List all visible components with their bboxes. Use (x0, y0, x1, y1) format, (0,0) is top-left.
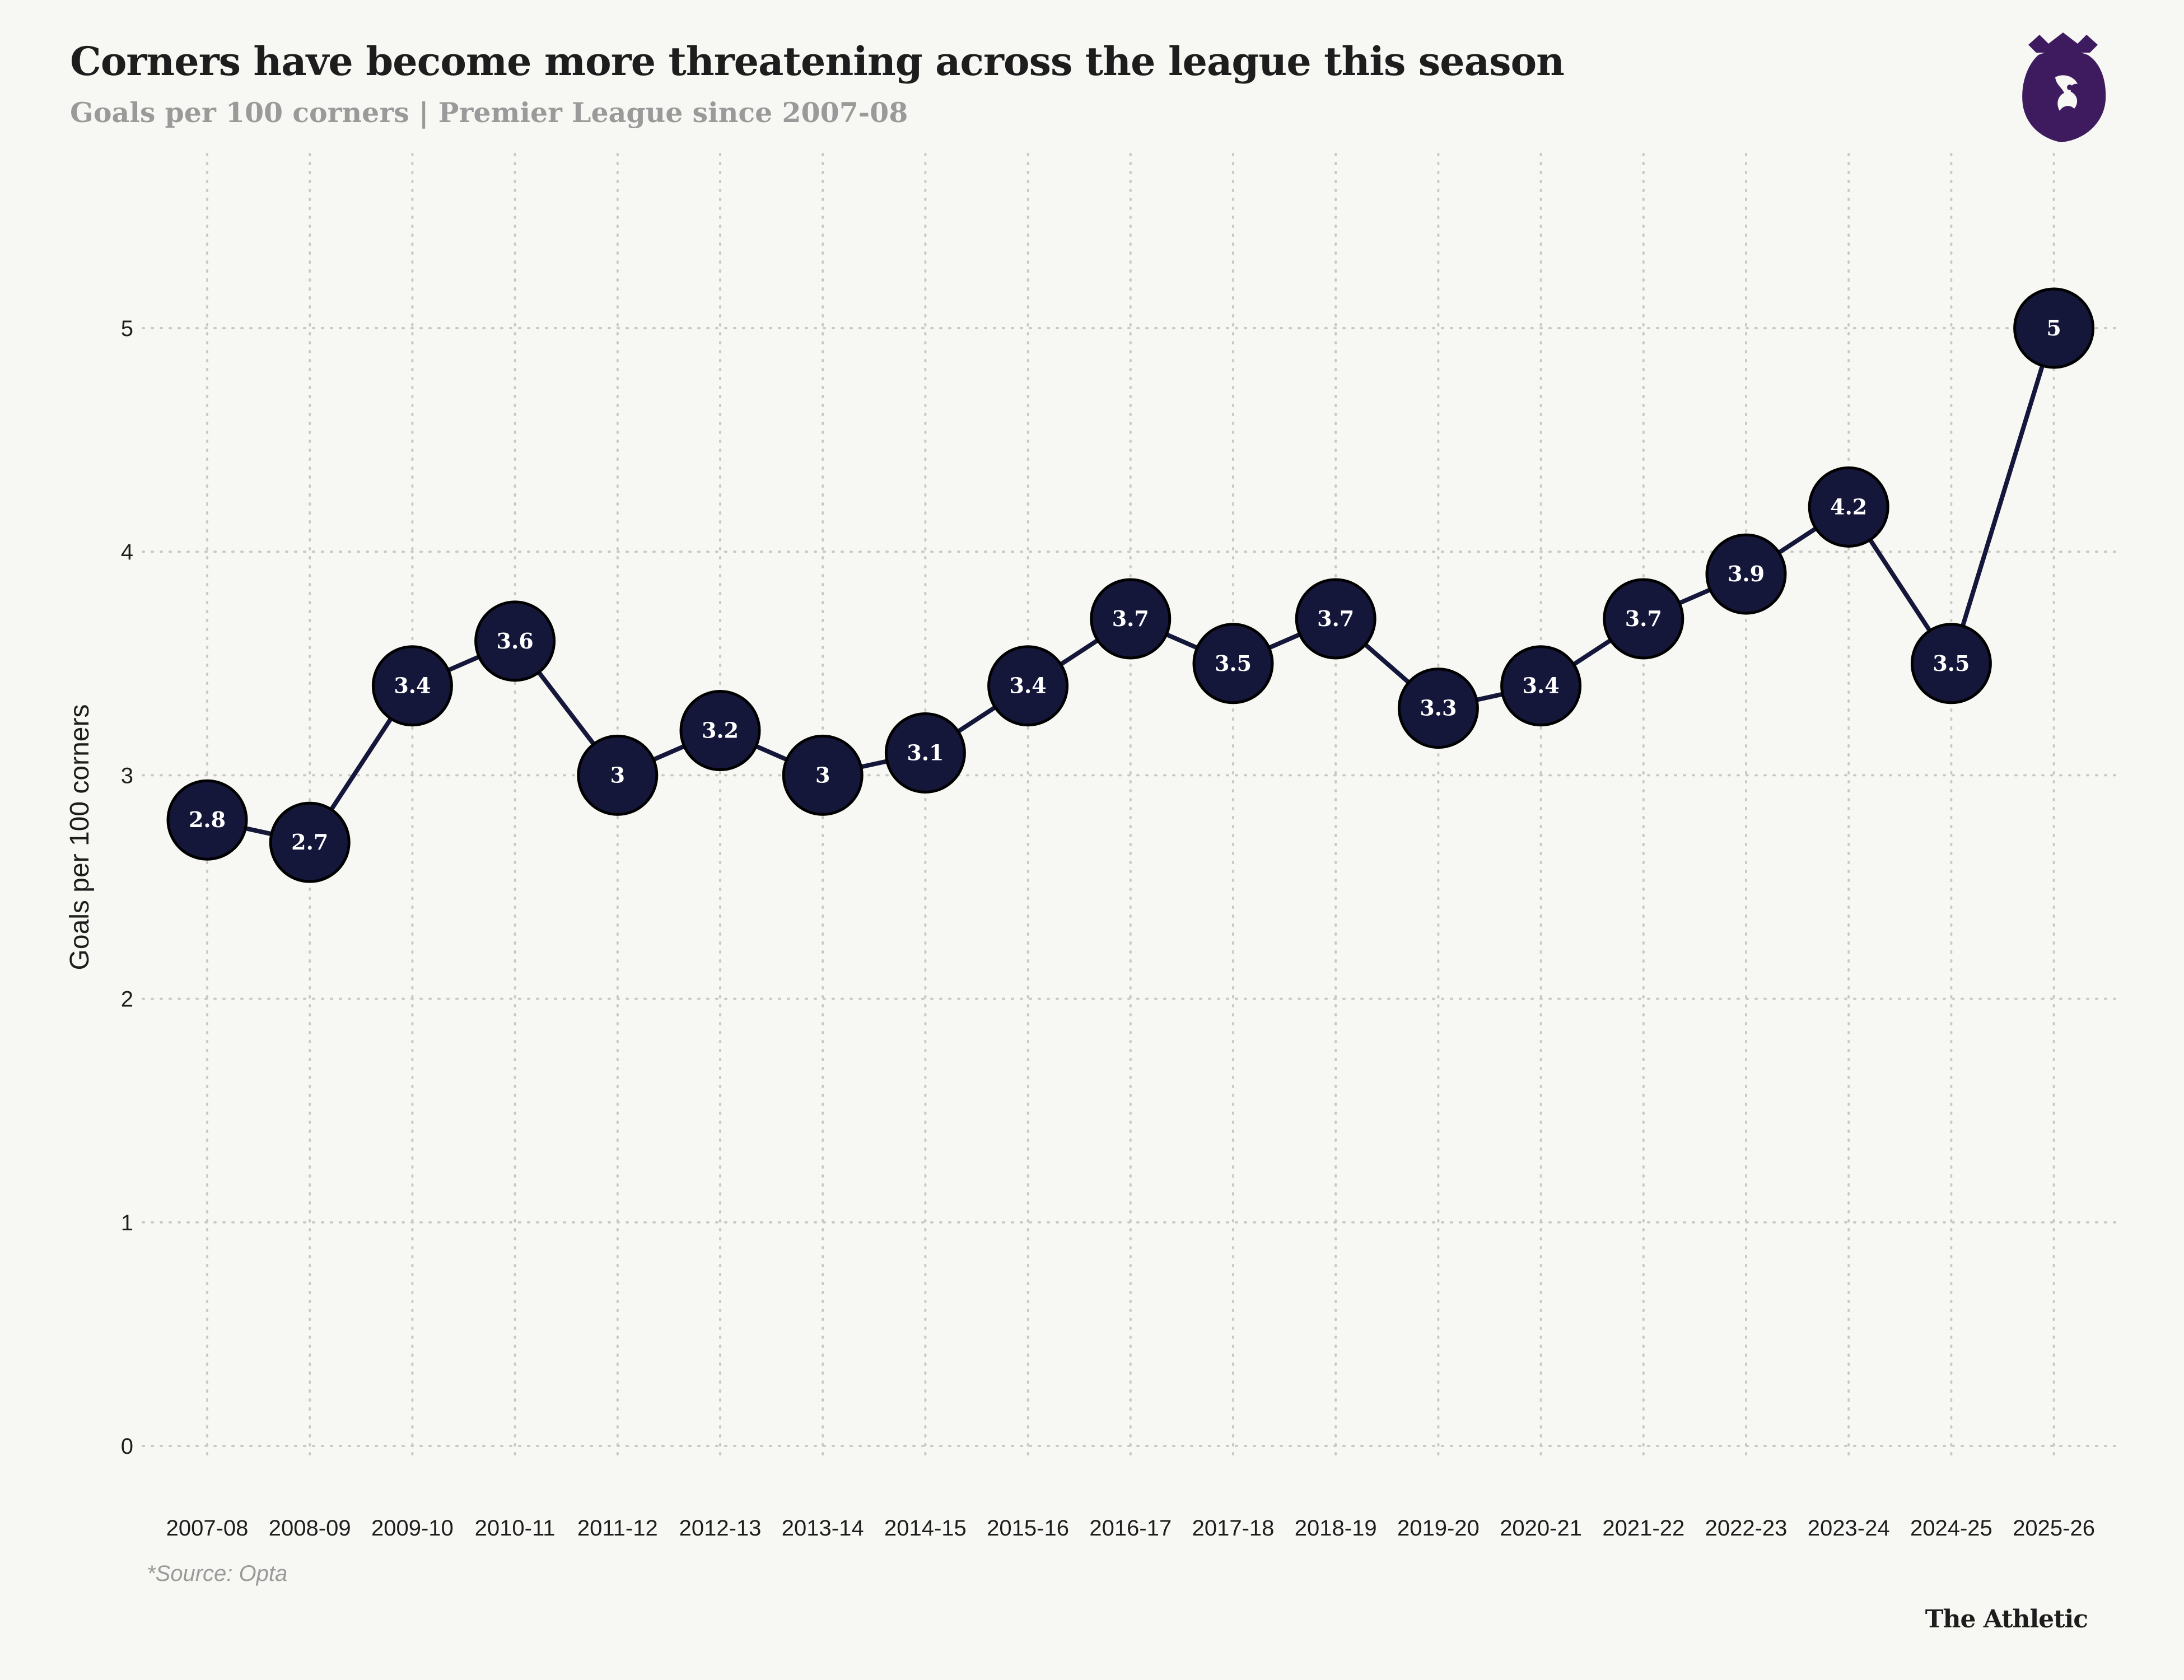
data-label: 3.7 (1625, 606, 1662, 631)
x-tick-label: 2008-09 (269, 1516, 351, 1541)
data-label: 3.4 (1010, 673, 1047, 698)
data-label: 3 (610, 762, 625, 787)
data-point (474, 600, 556, 682)
data-point (1295, 578, 1376, 660)
data-point (1910, 623, 1992, 704)
data-point (782, 734, 864, 816)
x-tick-label: 2016-17 (1089, 1516, 1172, 1541)
data-label: 3.5 (1215, 651, 1252, 676)
data-label: 5 (2046, 315, 2061, 340)
x-tick-label: 2020-21 (1500, 1516, 1582, 1541)
data-label: 3.7 (1317, 606, 1354, 631)
x-tick-label: 2025-26 (2013, 1516, 2095, 1541)
x-tick-label: 2013-14 (782, 1516, 864, 1541)
y-tick-label: 1 (121, 1211, 133, 1235)
y-tick-label: 5 (121, 316, 133, 341)
data-label: 3.9 (1728, 561, 1765, 586)
x-tick-label: 2022-23 (1705, 1516, 1788, 1541)
y-tick-label: 4 (121, 540, 133, 564)
source-note: *Source: Opta (147, 1561, 288, 1586)
data-point (987, 645, 1069, 727)
premier-league-lion-icon (2022, 32, 2106, 142)
data-label: 3.3 (1420, 696, 1457, 721)
data-label: 3.7 (1112, 606, 1149, 631)
x-tick-label: 2021-22 (1602, 1516, 1684, 1541)
data-label: 3.4 (394, 673, 431, 698)
x-tick-label: 2019-20 (1397, 1516, 1480, 1541)
data-label: 2.8 (189, 807, 226, 832)
brand-logo: The Athletic (1925, 1605, 2088, 1634)
data-label: 2.7 (291, 829, 328, 855)
data-point (577, 734, 659, 816)
data-label: 3.5 (1933, 651, 1970, 676)
data-point (269, 801, 351, 883)
x-tick-label: 2014-15 (884, 1516, 967, 1541)
x-tick-label: 2012-13 (679, 1516, 762, 1541)
data-point (2013, 287, 2095, 369)
x-tick-label: 2011-12 (577, 1516, 658, 1541)
y-tick-label: 3 (121, 763, 133, 788)
data-point (1090, 578, 1172, 660)
data-point (884, 712, 966, 794)
data-label: 3.6 (497, 628, 534, 654)
data-label: 3 (815, 762, 830, 787)
data-label: 3.4 (1523, 673, 1560, 698)
data-point (679, 690, 761, 772)
x-tick-label: 2024-25 (1910, 1516, 1992, 1541)
data-point (1603, 578, 1684, 660)
x-tick-label: 2017-18 (1192, 1516, 1275, 1541)
x-tick-label: 2015-16 (987, 1516, 1069, 1541)
data-point (371, 645, 453, 727)
data-point (166, 779, 248, 861)
data-label: 3.2 (702, 718, 739, 743)
x-tick-label: 2018-19 (1295, 1516, 1377, 1541)
data-point (1808, 466, 1889, 548)
data-label: 3.1 (907, 740, 944, 765)
y-tick-label: 0 (121, 1434, 133, 1459)
y-axis-title: Goals per 100 corners (65, 704, 95, 970)
data-point (1500, 645, 1582, 727)
data-label: 4.2 (1830, 494, 1867, 519)
chart-subtitle: Goals per 100 corners | Premier League s… (70, 96, 908, 129)
data-point (1192, 623, 1274, 704)
y-tick-label: 2 (121, 987, 133, 1012)
data-point (1705, 533, 1787, 615)
chart-title: Corners have become more threatening acr… (70, 38, 1565, 85)
x-tick-label: 2010-11 (475, 1516, 556, 1541)
x-tick-label: 2007-08 (166, 1516, 249, 1541)
x-tick-label: 2023-24 (1808, 1516, 1890, 1541)
data-point (1397, 668, 1479, 749)
x-tick-label: 2009-10 (371, 1516, 454, 1541)
